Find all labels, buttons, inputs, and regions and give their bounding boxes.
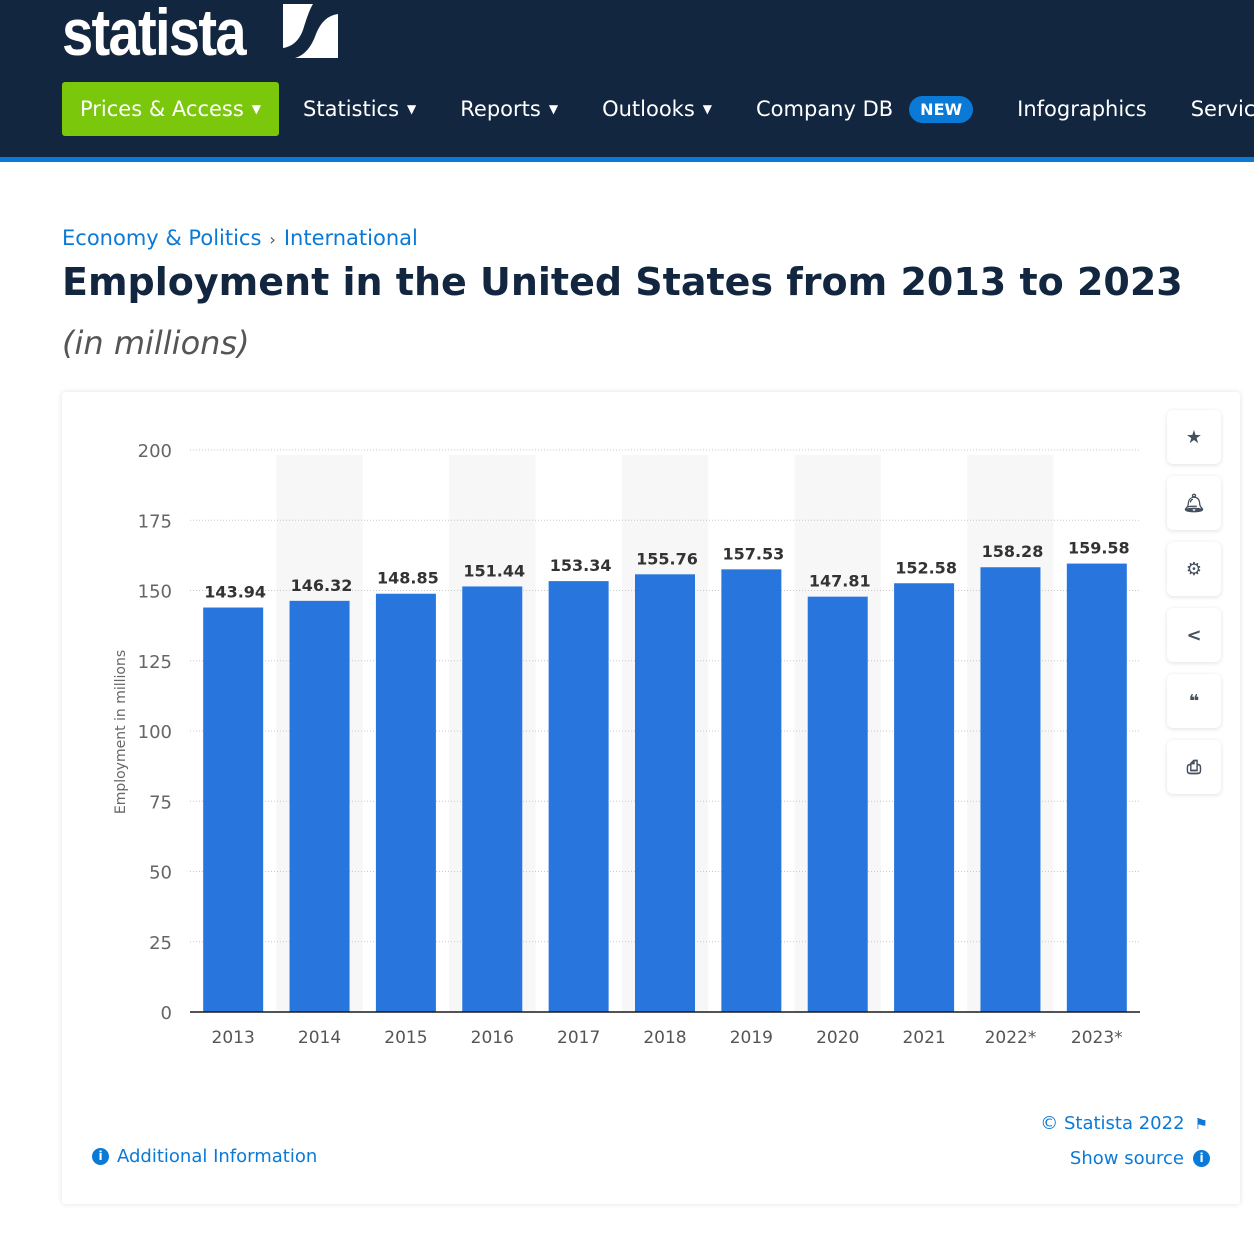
quote-button[interactable]: ❝	[1167, 674, 1221, 728]
print-icon: ⎙	[1186, 756, 1202, 778]
nav-statistics[interactable]: Statistics ▼	[303, 82, 416, 136]
x-tick-label: 2013	[212, 1028, 255, 1048]
caret-down-icon: ▼	[702, 102, 713, 116]
chart-card: 0 25 50 75 100 125 150 175 200 143.94 2013 146.32 20…	[62, 392, 1240, 1204]
x-tick-label: 2014	[298, 1028, 341, 1048]
nav-reports[interactable]: Reports ▼	[460, 82, 558, 136]
nav-company-db[interactable]: Company DB NEW	[756, 82, 974, 136]
data-label: 146.32	[291, 576, 353, 595]
data-label: 148.85	[377, 569, 439, 588]
additional-information-link[interactable]: i Additional Information	[92, 1146, 317, 1167]
x-tick-label: 2020	[816, 1028, 859, 1048]
bar-2013	[203, 607, 264, 1012]
y-tick-label: 125	[138, 652, 172, 673]
data-label: 152.58	[895, 558, 957, 577]
bell-button[interactable]: 🔔︎	[1167, 476, 1221, 530]
x-tick-label: 2017	[557, 1028, 600, 1048]
show-source-label: Show source	[1069, 1148, 1184, 1169]
bar-2021	[894, 583, 955, 1012]
nav-prices-access[interactable]: Prices & Access ▼	[62, 82, 280, 136]
gear-icon: ⚙	[1185, 558, 1203, 580]
x-tick-label: 2022*	[985, 1028, 1037, 1048]
caret-down-icon: ▼	[407, 102, 417, 116]
bar-2018	[635, 574, 695, 1012]
bar-2022*	[980, 567, 1041, 1012]
star-icon: ★	[1185, 426, 1203, 448]
data-label: 155.76	[636, 549, 698, 568]
x-tick-label: 2019	[730, 1028, 773, 1048]
data-label: 147.81	[809, 572, 871, 591]
data-label: 151.44	[463, 561, 525, 580]
breadcrumb-international[interactable]: International	[283, 226, 418, 250]
x-tick-label: 2021	[902, 1028, 945, 1048]
info-icon: i	[92, 1148, 109, 1165]
caret-down-icon: ▼	[548, 102, 559, 116]
statista-logo-mark[interactable]	[283, 4, 338, 58]
bar-2017	[548, 581, 609, 1012]
bar-chart: 0 25 50 75 100 125 150 175 200 143.94 2013 146.32 20…	[113, 441, 1140, 1048]
nav-label: Company DB	[756, 97, 894, 121]
nav-label: Prices & Access	[80, 97, 244, 121]
data-label: 157.53	[722, 544, 784, 563]
data-label: 159.58	[1068, 539, 1130, 558]
data-label: 158.28	[982, 542, 1044, 561]
statista-logo[interactable]: statista	[62, 0, 247, 69]
bar-2023*	[1066, 563, 1127, 1012]
nav-label: Outlooks	[602, 97, 695, 121]
share-icon: <	[1186, 624, 1202, 646]
y-tick-label: 75	[149, 792, 172, 813]
nav-label: Statistics	[303, 97, 400, 121]
data-label: 143.94	[204, 583, 266, 602]
breadcrumb-economy-politics[interactable]: Economy & Politics	[62, 226, 262, 250]
additional-information-label: Additional Information	[117, 1146, 318, 1167]
bar-2020	[807, 596, 868, 1012]
main-nav: Prices & Access ▼ Statistics ▼ Reports ▼ Outlo…	[62, 82, 1254, 136]
nav-infographics[interactable]: Infographics	[1017, 82, 1147, 136]
breadcrumb: Economy & Politics › International	[62, 226, 418, 250]
y-axis-label: Employment in millions	[113, 650, 129, 814]
y-tick-label: 0	[161, 1003, 172, 1024]
page-title: Employment in the United States from 201…	[62, 260, 1183, 304]
gear-button[interactable]: ⚙	[1167, 542, 1221, 596]
x-tick-label: 2023*	[1071, 1028, 1123, 1048]
print-button[interactable]: ⎙	[1167, 740, 1221, 794]
bar-2019	[721, 569, 782, 1012]
star-button[interactable]: ★	[1167, 410, 1221, 464]
x-tick-label: 2015	[384, 1028, 427, 1048]
chart-actions: ★ 🔔︎ ⚙ < ❝ ⎙	[1167, 410, 1221, 806]
y-tick-label: 50	[149, 863, 172, 884]
bar-2015	[375, 593, 436, 1012]
info-icon: i	[1193, 1150, 1210, 1167]
show-source-link[interactable]: Show source i	[1070, 1148, 1210, 1169]
breadcrumb-separator: ›	[269, 230, 276, 249]
nav-label: Service	[1190, 97, 1254, 121]
x-tick-label: 2016	[471, 1028, 514, 1048]
y-tick-label: 175	[138, 511, 172, 532]
nav-outlooks[interactable]: Outlooks ▼	[602, 82, 712, 136]
bar-2014	[289, 600, 350, 1012]
bell-icon: 🔔︎	[1182, 492, 1206, 514]
bar-2016	[462, 586, 523, 1012]
copyright-link[interactable]: © Statista 2022 ⚑	[1040, 1113, 1208, 1134]
flag-icon: ⚑	[1194, 1114, 1208, 1133]
caret-down-icon: ▼	[251, 102, 262, 116]
share-button[interactable]: <	[1167, 608, 1221, 662]
data-label: 153.34	[550, 556, 612, 575]
y-tick-label: 100	[138, 722, 172, 743]
new-badge: NEW	[909, 95, 974, 123]
y-tick-label: 150	[138, 582, 172, 603]
y-tick-label: 25	[149, 933, 172, 954]
nav-service[interactable]: Service	[1191, 82, 1254, 136]
nav-label: Infographics	[1017, 97, 1147, 121]
copyright-label: © Statista 2022	[1040, 1113, 1185, 1134]
page-subtitle: (in millions)	[62, 324, 250, 362]
site-header: statista Prices & Access ▼ Statistics ▼ Repo…	[0, 0, 1254, 162]
quote-icon: ❝	[1188, 690, 1200, 712]
nav-label: Reports	[460, 97, 541, 121]
x-tick-label: 2018	[643, 1028, 686, 1048]
y-tick-label: 200	[138, 441, 172, 462]
